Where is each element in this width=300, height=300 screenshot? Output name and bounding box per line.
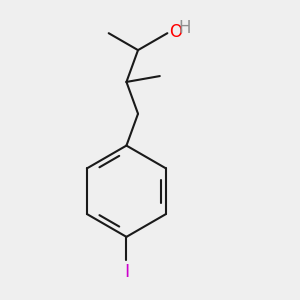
Text: H: H — [178, 19, 191, 37]
Text: O: O — [169, 23, 182, 41]
Text: I: I — [124, 263, 129, 281]
